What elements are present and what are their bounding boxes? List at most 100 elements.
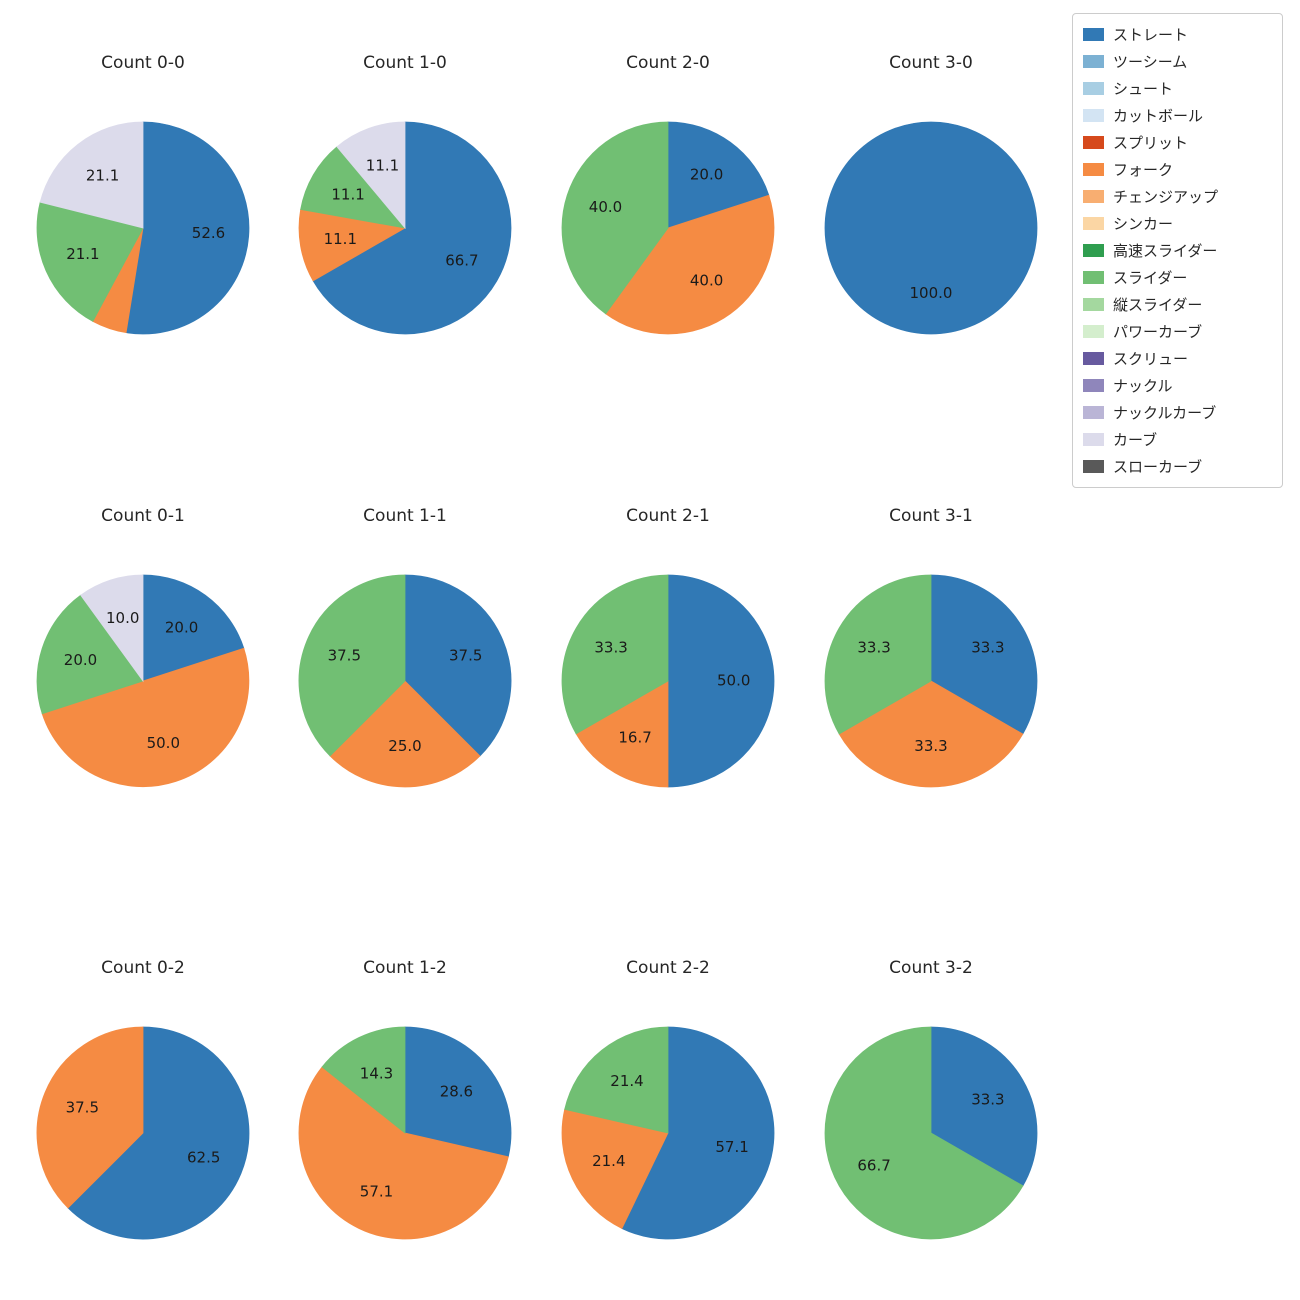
pie-slice-スライダー	[36, 594, 144, 715]
pie-svg: 28.6 57.1 14.3	[298, 1026, 512, 1240]
pie-slice-フォーク	[605, 194, 775, 335]
pie-slice-value-label: 33.3	[914, 737, 947, 755]
pie-slice-フォーク	[298, 208, 407, 282]
pie-slice-value-label: 11.1	[331, 186, 364, 204]
pie-slice-スライダー	[561, 121, 669, 315]
pie-slice-ストレート	[824, 121, 1038, 335]
pie-slice-value-label: 33.3	[857, 639, 890, 657]
chart-title: Count 0-2	[101, 958, 185, 978]
pie-slice-value-label: 37.5	[66, 1098, 99, 1116]
pie-slice-フォーク	[329, 680, 481, 788]
legend-item: 高速スライダー	[1079, 237, 1276, 264]
chart-title: Count 3-0	[889, 53, 973, 73]
pie-slice-ストレート	[67, 1026, 250, 1240]
pie-slice-スライダー	[824, 1026, 1024, 1240]
pie-slice-スライダー	[824, 574, 932, 735]
chart-title: Count 2-0	[626, 53, 710, 73]
legend: ストレートツーシームシュートカットボール スプリットフォークチェンジアップ シンカー…	[1072, 13, 1283, 488]
legend-swatch-icon	[1083, 379, 1104, 392]
pie-chart-count-3-1: Count 3-1 33.3 33.3 33.3	[811, 501, 1051, 811]
legend-label: カットボール	[1113, 107, 1204, 125]
chart-title: Count 3-1	[889, 506, 973, 526]
pie-slice-スライダー	[298, 574, 406, 757]
chart-title: Count 0-0	[101, 53, 185, 73]
legend-item: ストレート	[1079, 21, 1276, 48]
pie-slice-フォーク	[298, 1066, 509, 1240]
legend-item: ナックルカーブ	[1079, 399, 1276, 426]
pie-svg: 100.0	[824, 121, 1038, 335]
legend-item: スプリット	[1079, 129, 1276, 156]
legend-item: カットボール	[1079, 102, 1276, 129]
chart-title: Count 2-2	[626, 958, 710, 978]
legend-item: ツーシーム	[1079, 48, 1276, 75]
pie-svg: 37.5 25.0 37.5	[298, 574, 512, 788]
legend-swatch-icon	[1083, 136, 1104, 149]
legend-swatch-icon	[1083, 217, 1104, 230]
legend-item: パワーカーブ	[1079, 318, 1276, 345]
pie-slice-value-label: 10.0	[106, 609, 139, 627]
legend-label: ナックルカーブ	[1113, 404, 1217, 422]
legend-item: ナックル	[1079, 372, 1276, 399]
pie-slice-value-label: 21.1	[66, 245, 99, 263]
pie-slice-カーブ	[336, 121, 406, 230]
pie-chart-count-1-1: Count 1-1 37.5 25.0 37.5	[285, 501, 525, 811]
legend-label: シュート	[1113, 80, 1174, 98]
legend-label: シンカー	[1113, 215, 1174, 233]
pie-slice-ストレート	[930, 574, 1038, 735]
pie-slice-value-label: 57.1	[715, 1138, 748, 1156]
legend-label: スプリット	[1113, 134, 1189, 152]
legend-label: ストレート	[1113, 26, 1189, 44]
legend-swatch-icon	[1083, 28, 1104, 41]
chart-title: Count 3-2	[889, 958, 973, 978]
legend-swatch-icon	[1083, 433, 1104, 446]
chart-title: Count 2-1	[626, 506, 710, 526]
legend-item: カーブ	[1079, 426, 1276, 453]
legend-swatch-icon	[1083, 352, 1104, 365]
pie-svg: 66.711.111.111.1	[298, 121, 512, 335]
pie-slice-value-label: 14.3	[360, 1064, 393, 1082]
legend-swatch-icon	[1083, 325, 1104, 338]
pie-chart-count-1-0: Count 1-0 66.7 11.1 11.1 11.1	[285, 48, 525, 358]
legend-label: 縦スライダー	[1113, 296, 1203, 314]
chart-title: Count 1-0	[363, 53, 447, 73]
pie-slice-カーブ	[39, 121, 144, 229]
legend-item: フォーク	[1079, 156, 1276, 183]
pie-slice-value-label: 57.1	[360, 1183, 393, 1201]
pie-slice-ストレート	[312, 121, 512, 335]
legend-swatch-icon	[1083, 109, 1104, 122]
legend-item: チェンジアップ	[1079, 183, 1276, 210]
legend-swatch-icon	[1083, 460, 1104, 473]
legend-label: フォーク	[1113, 161, 1174, 179]
legend-label: チェンジアップ	[1113, 188, 1219, 206]
legend-swatch-icon	[1083, 406, 1104, 419]
legend-swatch-icon	[1083, 298, 1104, 311]
pie-slice-value-label: 28.6	[440, 1083, 473, 1101]
pie-svg: 33.3 66.7	[824, 1026, 1038, 1240]
pie-svg: 50.0 16.7 33.3	[561, 574, 775, 788]
legend-item: シュート	[1079, 75, 1276, 102]
pie-slice-ストレート	[621, 1026, 775, 1240]
pie-slice-ストレート	[404, 574, 512, 757]
pie-chart-count-2-0: Count 2-0 20.0 40.0 40.0	[548, 48, 788, 358]
pie-svg: 62.5 37.5	[36, 1026, 250, 1240]
pie-slice-value-label: 25.0	[388, 737, 421, 755]
pie-slice-value-label: 21.4	[592, 1152, 625, 1170]
pie-chart-count-2-1: Count 2-1 50.0 16.7 33.3	[548, 501, 788, 811]
pie-slice-value-label: 62.5	[187, 1149, 220, 1167]
pie-slice-フォーク	[41, 647, 250, 788]
pie-chart-count-3-2: Count 3-2 33.3 66.7	[811, 953, 1051, 1263]
pie-slice-value-label: 33.3	[971, 1091, 1004, 1109]
pie-chart-count-0-0: Count 0-0 52.6 21.1 21.1	[23, 48, 263, 358]
legend-swatch-icon	[1083, 163, 1104, 176]
pie-svg: 20.0 40.0 40.0	[561, 121, 775, 335]
pie-slice-フォーク	[36, 1026, 144, 1209]
legend-label: パワーカーブ	[1113, 323, 1203, 341]
pie-slice-ストレート	[930, 1026, 1038, 1187]
pie-slice-スライダー	[321, 1026, 406, 1134]
legend-swatch-icon	[1083, 82, 1104, 95]
pie-svg: 52.6 21.1 21.1	[36, 121, 250, 335]
pie-slice-value-label: 33.3	[594, 639, 627, 657]
pie-slice-スライダー	[561, 574, 669, 735]
legend-swatch-icon	[1083, 244, 1104, 257]
